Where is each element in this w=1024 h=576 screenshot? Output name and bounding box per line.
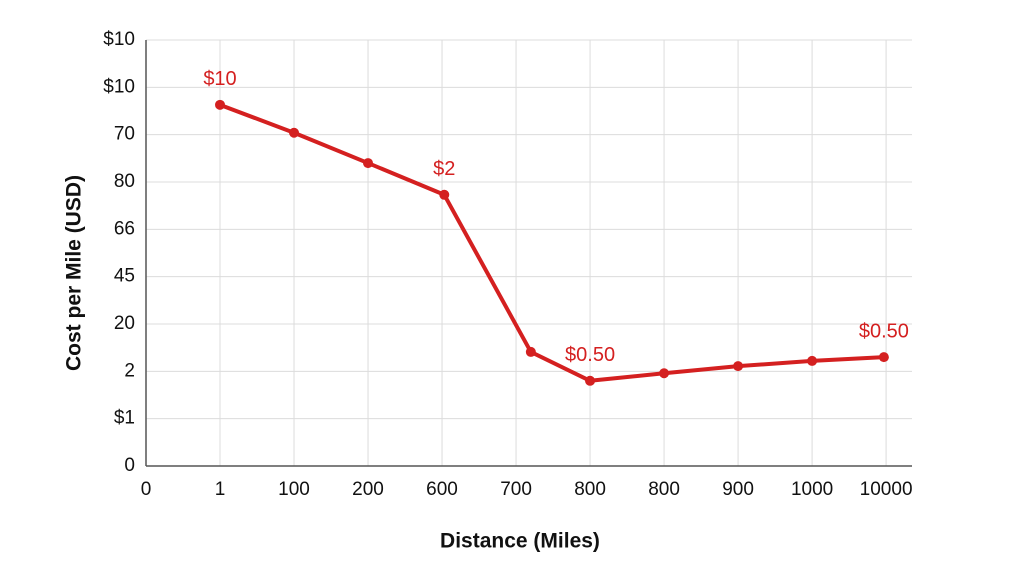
y-tick-label: 66 [114,218,135,239]
x-tick-label: 1000 [791,479,833,500]
x-tick-label: 1 [215,479,226,500]
marker [733,361,744,372]
y-tick-label: 80 [114,171,135,192]
x-axis-title: Distance (Miles) [440,530,600,553]
y-tick-label: 20 [114,313,135,334]
marker [807,355,818,366]
x-tick-label: 800 [648,479,680,500]
marker [659,368,670,379]
marker [878,352,889,363]
y-tick-label: $1 [114,408,135,429]
annotation: $0.50 [859,320,909,342]
annotation: $2 [433,158,455,180]
marker [525,346,536,357]
y-tick-label: $10 [103,76,135,97]
x-tick-label: 200 [352,479,384,500]
annotation: $10 [203,68,236,90]
annotation: $0.50 [565,344,615,366]
y-tick-label: 2 [124,360,135,381]
marker [439,189,450,200]
y-tick-label: 0 [124,455,135,476]
x-tick-label: 100 [278,479,310,500]
x-tick-label: 600 [426,479,458,500]
x-tick-label: 900 [722,479,754,500]
marker [215,99,226,110]
marker [585,375,596,386]
y-tick-label: 70 [114,124,135,145]
y-axis-title: Cost per Mile (USD) [63,175,86,371]
x-tick-label: 700 [500,479,532,500]
y-tick-label: $10 [103,29,135,50]
x-tick-label: 0 [141,479,152,500]
marker [363,158,374,169]
x-tick-label: 800 [574,479,606,500]
y-tick-label: 45 [114,266,135,287]
x-tick-label: 10000 [860,479,913,500]
line [219,102,884,383]
marker [289,127,300,138]
